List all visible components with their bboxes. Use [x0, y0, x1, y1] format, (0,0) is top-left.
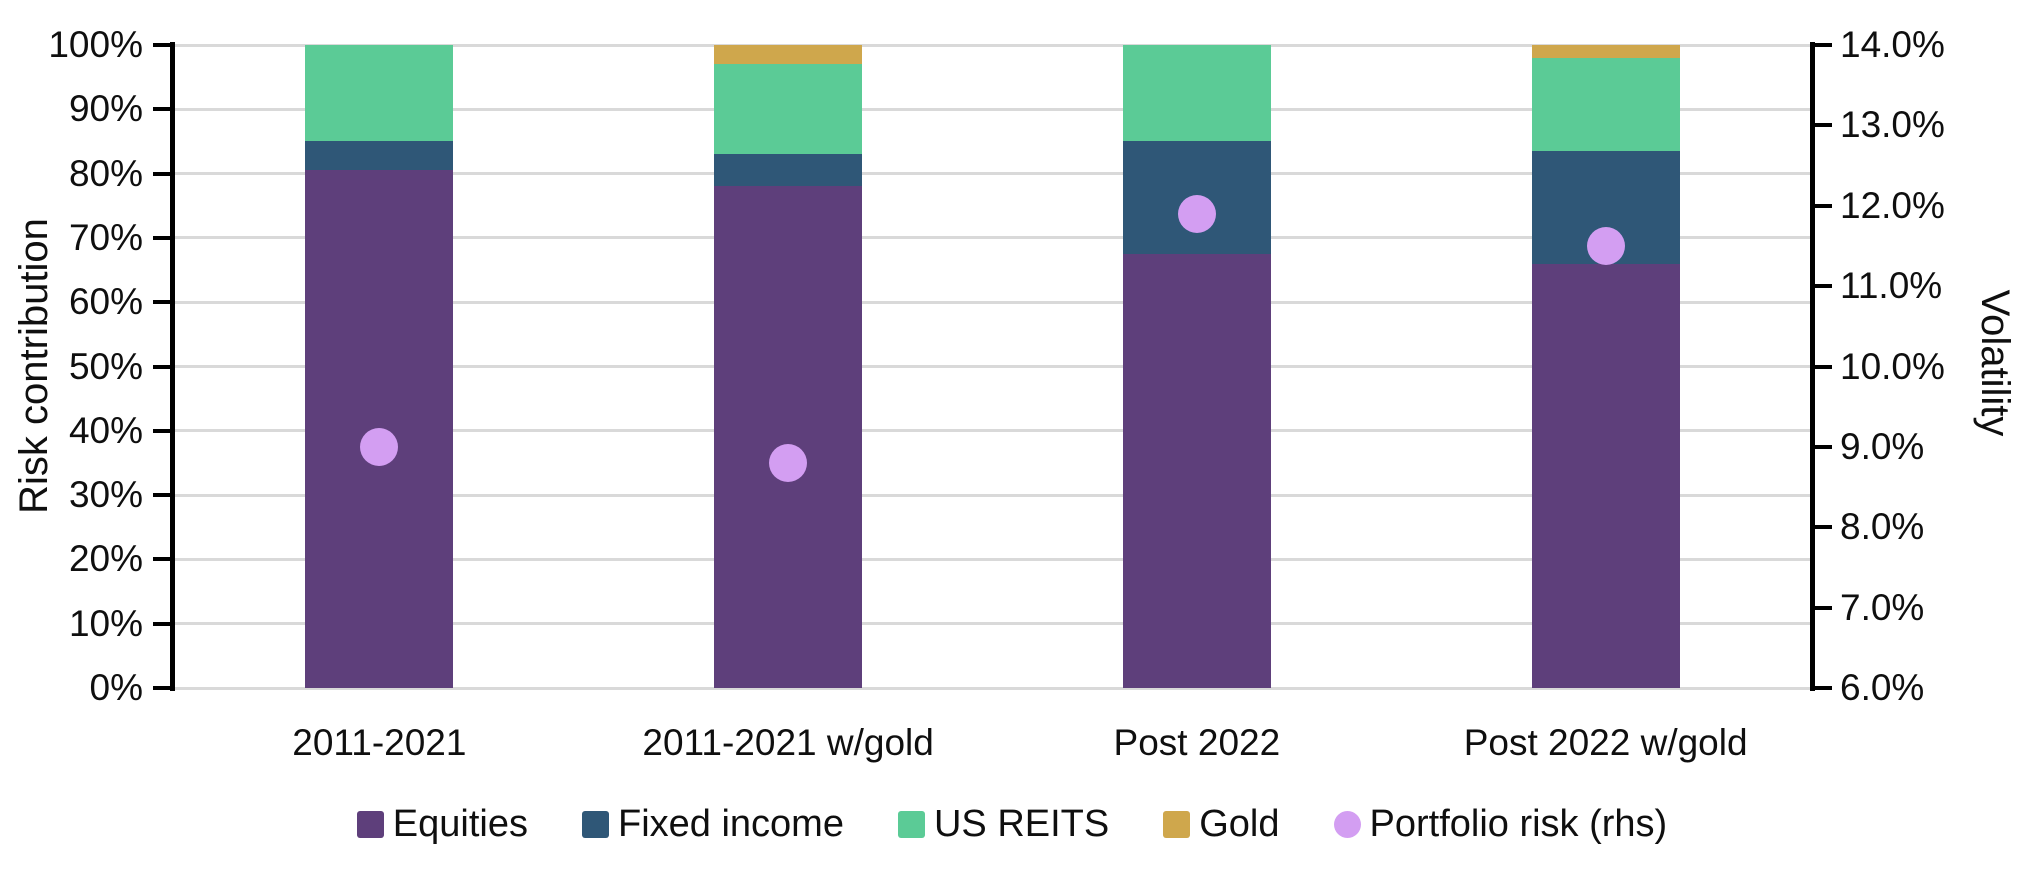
left-axis-tick [153, 235, 170, 240]
right-axis-tick-label: 6.0% [1840, 667, 1925, 708]
bar-segment-2011-2021-w-gold-us-reits [714, 64, 863, 155]
legend-marker-portfolio-risk-rhs-dot-icon [1333, 810, 1361, 838]
right-axis-line [1810, 42, 1815, 691]
right-axis-tick-label: 8.0% [1840, 506, 1925, 548]
left-axis-tick-label: 30% [68, 474, 143, 516]
left-axis-line [170, 42, 175, 691]
right-axis-tick-label: 13.0% [1840, 104, 1945, 146]
left-axis-tick-label: 40% [68, 409, 143, 451]
right-axis-tick-label: 10.0% [1840, 345, 1945, 387]
portfolio-risk-dot [1586, 226, 1625, 265]
right-axis-tick [1815, 605, 1832, 610]
left-axis-tick-label: 0% [89, 667, 143, 708]
grid-line [175, 365, 1810, 368]
left-axis-tick-label: 90% [68, 88, 143, 130]
grid-line [175, 429, 1810, 433]
grid-line [175, 107, 1810, 111]
legend-marker-us-reits-swatch-icon [897, 810, 925, 838]
grid-line [175, 300, 1810, 304]
left-axis-tick [153, 171, 170, 176]
left-axis-tick [153, 364, 170, 369]
bar-segment-post-2022-equities [1122, 253, 1271, 688]
left-axis-tick [153, 300, 170, 305]
legend-label-gold: Gold [1199, 803, 1280, 845]
bar-segment-2011-2021-w-gold-equities [714, 186, 863, 688]
bar-segment-post-2022-w-gold-gold [1531, 45, 1680, 58]
left-axis-tick-label: 50% [68, 345, 143, 387]
right-axis-tick [1815, 444, 1832, 449]
left-axis-tick [153, 493, 170, 498]
legend-label-us-reits: US REITS [933, 803, 1110, 845]
left-axis-tick [153, 428, 170, 433]
right-axis-tick-label: 9.0% [1840, 425, 1925, 467]
right-axis-tick-label: 7.0% [1840, 586, 1925, 628]
right-axis-tick [1815, 123, 1832, 128]
grid-line [175, 557, 1810, 561]
legend-label-fixed-income: Fixed income [617, 803, 844, 845]
bar-segment-post-2022-w-gold-us-reits [1531, 57, 1680, 152]
legend-item-equities: Equities [356, 801, 528, 847]
bar-segment-2011-2021-w-gold-fixed-income [714, 154, 863, 187]
right-axis-tick [1815, 364, 1832, 369]
legend-marker-fixed-income-swatch-icon [581, 810, 609, 838]
left-axis-tick-label: 60% [68, 281, 143, 323]
left-axis-tick-label: 70% [68, 216, 143, 258]
portfolio-risk-dot [360, 427, 399, 466]
left-axis-tick [153, 621, 170, 626]
bar-segment-post-2022-w-gold-equities [1531, 263, 1680, 688]
x-axis-label-post-2022-w-gold: Post 2022 w/gold [1463, 722, 1748, 763]
grid-line [175, 493, 1810, 497]
right-axis-tick-label: 12.0% [1840, 184, 1945, 226]
x-axis-label-post-2022: Post 2022 [1113, 722, 1281, 763]
left-axis-tick [153, 686, 170, 690]
grid-line [175, 686, 1810, 690]
left-axis-tick-label: 10% [68, 602, 143, 644]
grid-line [175, 43, 1810, 47]
right-axis-tick [1815, 284, 1832, 289]
legend-item-gold: Gold [1163, 801, 1280, 847]
portfolio-risk-dot [769, 443, 808, 482]
legend-label-portfolio-risk-rhs: Portfolio risk (rhs) [1369, 803, 1668, 845]
left-axis-tick [153, 557, 170, 562]
legend-item-us-reits: US REITS [897, 801, 1110, 847]
bar-segment-post-2022-us-reits [1122, 45, 1271, 142]
legend: Equities Fixed income US REITS Gold Portfoli… [0, 801, 2024, 847]
x-axis-label-2011-2021: 2011-2021 [292, 722, 467, 763]
legend-label-equities: Equities [392, 803, 528, 845]
x-axis-label-2011-2021-w-gold: 2011-2021 w/gold [642, 722, 934, 763]
right-axis-tick [1815, 686, 1832, 690]
grid-line [175, 622, 1810, 626]
right-axis-tick [1815, 203, 1832, 208]
left-axis-tick-label: 100% [48, 24, 143, 65]
right-axis-tick [1815, 525, 1832, 530]
left-axis-tick [153, 43, 170, 47]
right-axis-tick-label: 14.0% [1840, 24, 1945, 65]
right-axis-tick-label: 11.0% [1840, 265, 1943, 307]
bar-segment-2011-2021-fixed-income [305, 141, 454, 171]
left-axis-tick-label: 80% [68, 152, 143, 194]
legend-item-fixed-income: Fixed income [581, 801, 844, 847]
bar-segment-2011-2021-us-reits [305, 45, 454, 142]
legend-item-portfolio-risk-rhs: Portfolio risk (rhs) [1333, 801, 1668, 847]
portfolio-risk-dot [1177, 194, 1216, 233]
grid-line [175, 236, 1810, 240]
legend-marker-gold-swatch-icon [1163, 810, 1191, 838]
left-axis-tick [153, 107, 170, 112]
legend-marker-equities-swatch-icon [356, 810, 384, 838]
right-axis-tick [1815, 43, 1832, 47]
bar-segment-2011-2021-w-gold-gold [714, 45, 863, 65]
grid-line [175, 172, 1810, 176]
left-axis-tick-label: 20% [68, 538, 143, 580]
